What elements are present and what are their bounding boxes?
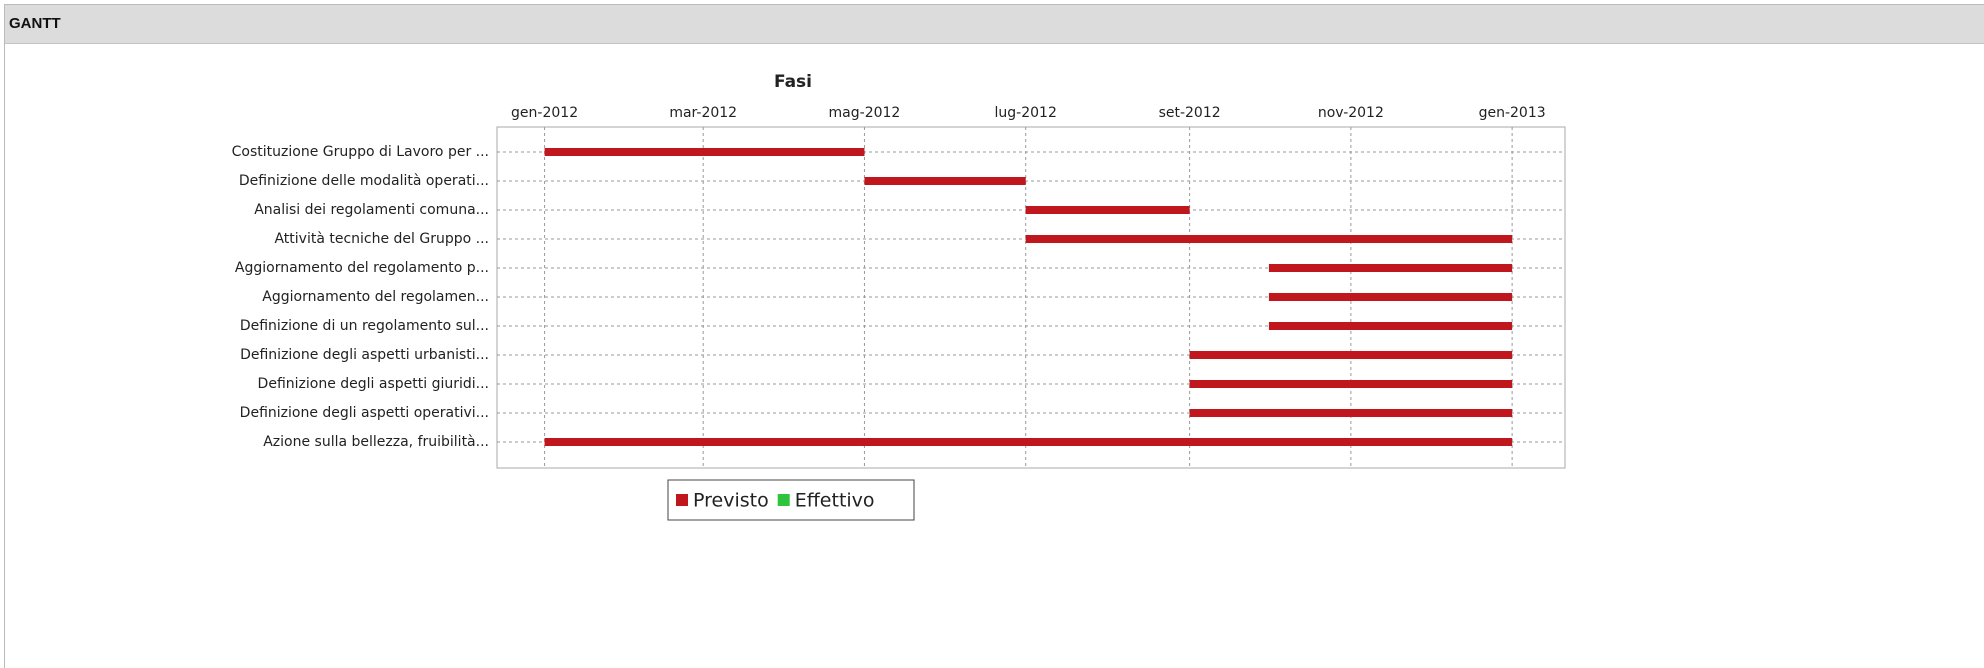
gantt-bar [1025, 206, 1190, 214]
gantt-bar [544, 148, 865, 156]
x-tick-label: nov-2012 [1318, 105, 1384, 121]
gantt-bar [1189, 351, 1513, 359]
gantt-bar [1268, 322, 1513, 330]
legend [667, 479, 915, 521]
y-tick-label: Analisi dei regolamenti comuna... [254, 202, 489, 218]
y-tick-label: Definizione degli aspetti operativi... [240, 405, 489, 421]
y-tick-label: Definizione di un regolamento sul... [240, 318, 489, 334]
legend-swatch [676, 494, 688, 506]
y-tick-label: Attività tecniche del Gruppo ... [274, 231, 489, 247]
x-tick-label: mar-2012 [669, 105, 737, 121]
gantt-bar [1189, 409, 1513, 417]
y-tick-label: Aggiornamento del regolamento p... [235, 260, 489, 276]
x-tick-label: set-2012 [1159, 105, 1221, 121]
panel-header: GANTT [5, 5, 1984, 44]
chart-title: Fasi [774, 72, 812, 92]
y-tick-label: Costituzione Gruppo di Lavoro per ... [232, 144, 489, 160]
y-tick-label: Definizione delle modalità operati... [239, 173, 489, 189]
gantt-bar [864, 177, 1026, 185]
gantt-bar [1268, 264, 1513, 272]
y-tick-label: Definizione degli aspetti urbanisti... [240, 347, 489, 363]
gantt-bar [1025, 235, 1513, 243]
x-tick-label: gen-2012 [511, 105, 578, 121]
legend-label: Effettivo [795, 490, 875, 512]
x-tick-label: gen-2013 [1479, 105, 1546, 121]
gantt-bar [544, 438, 1513, 446]
legend-label: Previsto [693, 490, 769, 512]
x-tick-label: lug-2012 [995, 105, 1057, 121]
gantt-bar [1189, 380, 1513, 388]
legend-swatch [777, 494, 790, 506]
gantt-bar [1268, 293, 1513, 301]
y-tick-label: Definizione degli aspetti giuridi... [258, 376, 489, 392]
panel: GANTT [4, 4, 1984, 668]
x-tick-label: mag-2012 [829, 105, 901, 121]
y-tick-label: Azione sulla bellezza, fruibilità... [263, 434, 489, 450]
y-tick-label: Aggiornamento del regolamen... [262, 289, 489, 305]
